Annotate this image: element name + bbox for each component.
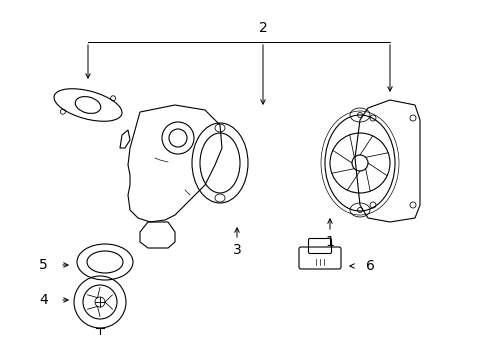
Text: 2: 2 bbox=[258, 21, 267, 35]
Text: 3: 3 bbox=[232, 243, 241, 257]
Text: 6: 6 bbox=[365, 259, 374, 273]
Text: 4: 4 bbox=[39, 293, 48, 307]
Text: 5: 5 bbox=[39, 258, 48, 272]
Text: 1: 1 bbox=[325, 235, 334, 249]
